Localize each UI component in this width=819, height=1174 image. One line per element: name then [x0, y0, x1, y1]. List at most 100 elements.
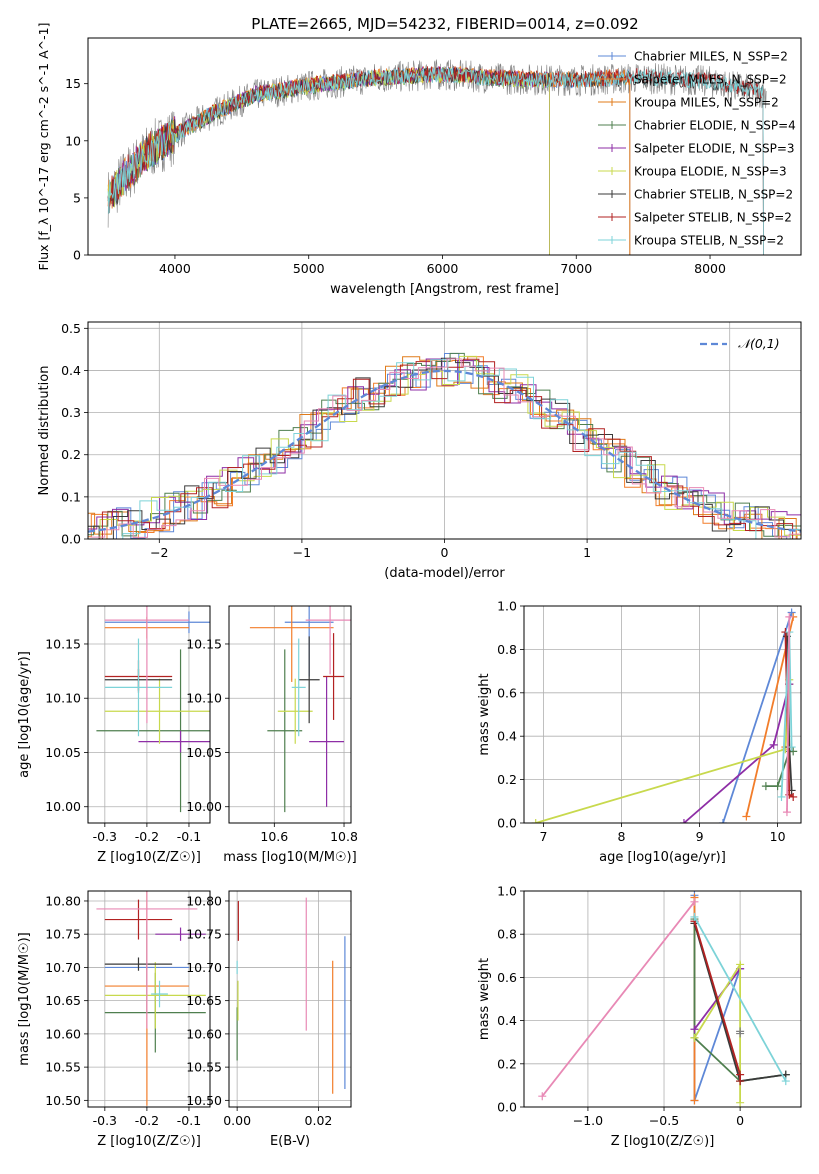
residuals-ylabel: Normed distribution [37, 366, 52, 496]
x-tick-label: -0.3 [93, 829, 117, 844]
y-tick-label: 10.00 [186, 799, 222, 814]
y-tick-label: 1.0 [497, 599, 517, 614]
errorbar-point [96, 891, 198, 1029]
errorbar-point [155, 927, 206, 941]
model-spectrum-line [107, 66, 550, 255]
y-tick-label: 0.4 [497, 729, 517, 744]
weight-point-marker [538, 1092, 547, 1101]
weight-point-marker [789, 792, 798, 801]
errorbar-point [277, 678, 313, 744]
x-tick-label: 1 [583, 545, 591, 560]
y-tick-label: 10.50 [186, 1093, 222, 1108]
errorbar-point [309, 676, 345, 807]
residuals-xlabel: (data-model)/error [384, 566, 505, 581]
y-tick-label: 10.80 [186, 893, 222, 908]
weight-point-marker [785, 612, 794, 621]
weight-point-marker [769, 740, 778, 749]
mass-weight-vs-Z-ylabel: mass weight [477, 958, 492, 1040]
y-tick-label: 0.0 [497, 816, 517, 831]
weight-point-marker [690, 1025, 699, 1034]
y-tick-label: 0.1 [61, 489, 81, 504]
mass-weight-vs-Z-axes: −1.0 −0.5 0 0.0 0.2 0.4 0.6 0.8 1.0 [497, 884, 801, 1128]
y-tick-label: 0.6 [497, 970, 517, 985]
y-tick-label: 0.4 [497, 1013, 517, 1028]
x-tick-label: 7 [540, 829, 548, 844]
y-tick-label: 10.65 [186, 993, 222, 1008]
x-tick-label: 9 [696, 829, 704, 844]
y-tick-label: 0.3 [61, 405, 81, 420]
weight-point-marker [690, 912, 699, 921]
y-tick-label: 10.55 [186, 1060, 222, 1075]
normal-reference-curve [88, 369, 801, 533]
errorbar-point [323, 633, 345, 720]
x-tick-label: -0.3 [93, 1113, 117, 1128]
weight-point-marker [690, 897, 699, 906]
y-tick-label: 10.15 [45, 636, 81, 651]
x-tick-label: 5000 [293, 261, 325, 276]
errorbar-point [298, 636, 320, 724]
legend-label: Kroupa MILES, N_SSP=2 [634, 96, 779, 110]
errorbar-point [104, 957, 173, 971]
x-tick-label: 7000 [560, 261, 592, 276]
age-vs-mass-plot-area [249, 606, 351, 813]
spectrum-legend: Chabrier MILES, N_SSP=2 Salpeter MILES, N… [598, 50, 796, 248]
age-vs-mass-frame [228, 605, 352, 824]
x-tick-label: 0.02 [305, 1113, 333, 1128]
residuals-frame [87, 321, 802, 540]
y-tick-label: 1.0 [497, 884, 517, 899]
y-tick-label: 10 [65, 133, 81, 148]
x-tick-label: -0.2 [135, 1113, 159, 1128]
legend-label: Salpeter ELODIE, N_SSP=3 [634, 142, 795, 156]
weight-point-marker [690, 1096, 699, 1105]
weight-point-marker [736, 960, 745, 969]
x-tick-label: 10 [770, 829, 786, 844]
weight-point-marker [736, 1029, 745, 1038]
y-tick-label: 10.60 [186, 1026, 222, 1041]
age-vs-Z-xlabel: Z [log10(Z/Z☉)] [97, 850, 201, 865]
mass-vs-ebv-frame [228, 890, 352, 1108]
mass-vs-Z-plot-area [96, 891, 206, 1106]
mass-weight-vs-age-frame [523, 605, 802, 824]
x-tick-label: −1 [293, 545, 311, 560]
errorbar-point [305, 606, 351, 675]
mass-weight-vs-Z-xlabel: Z [log10(Z/Z☉)] [611, 1134, 715, 1149]
model-spectrum-line [107, 65, 550, 255]
x-tick-label: −0.5 [649, 1113, 679, 1128]
weight-series-line [786, 616, 791, 813]
x-tick-label: 8 [618, 829, 626, 844]
weight-point-marker [718, 819, 727, 823]
x-tick-label: 6000 [427, 261, 459, 276]
age-vs-mass-axes: 10.6 10.8 10.00 10.05 10.10 10.15 [186, 606, 358, 844]
weight-series-line [541, 901, 696, 1097]
mass-vs-ebv-plot-area [236, 897, 346, 1094]
y-tick-label: 10.70 [186, 960, 222, 975]
legend-label: Salpeter STELIB, N_SSP=2 [634, 211, 792, 225]
x-tick-label: -0.1 [177, 829, 201, 844]
model-spectrum-line [107, 66, 631, 255]
y-tick-label: 0.5 [61, 321, 81, 336]
y-tick-label: 10.05 [186, 745, 222, 760]
y-tick-label: 10.60 [45, 1026, 81, 1041]
y-tick-label: 10.10 [186, 691, 222, 706]
weight-point-marker [531, 819, 540, 823]
errorbar-point [104, 611, 210, 634]
legend-label: Chabrier ELODIE, N_SSP=4 [634, 119, 796, 133]
weight-point-marker [742, 812, 751, 821]
errorbar-point [104, 899, 173, 940]
weight-series-line [693, 916, 787, 1082]
y-tick-label: 10.75 [186, 927, 222, 942]
errorbar-point [151, 980, 168, 1008]
residual-histogram [88, 356, 801, 539]
model-spectrum-line [107, 66, 631, 255]
y-tick-label: 0.8 [497, 642, 517, 657]
y-tick-label: 15 [65, 76, 81, 91]
y-tick-label: 0.2 [497, 772, 517, 787]
residuals-legend: 𝒩(0,1) [700, 336, 780, 351]
mass-weight-vs-age-xlabel: age [log10(age/yr)] [599, 850, 726, 865]
y-tick-label: 0.2 [61, 447, 81, 462]
weight-point-marker [736, 1077, 745, 1086]
spectrum-frame [87, 37, 802, 256]
x-tick-label: 0 [441, 545, 449, 560]
mass-vs-Z-xlabel: Z [log10(Z/Z☉)] [97, 1134, 201, 1149]
